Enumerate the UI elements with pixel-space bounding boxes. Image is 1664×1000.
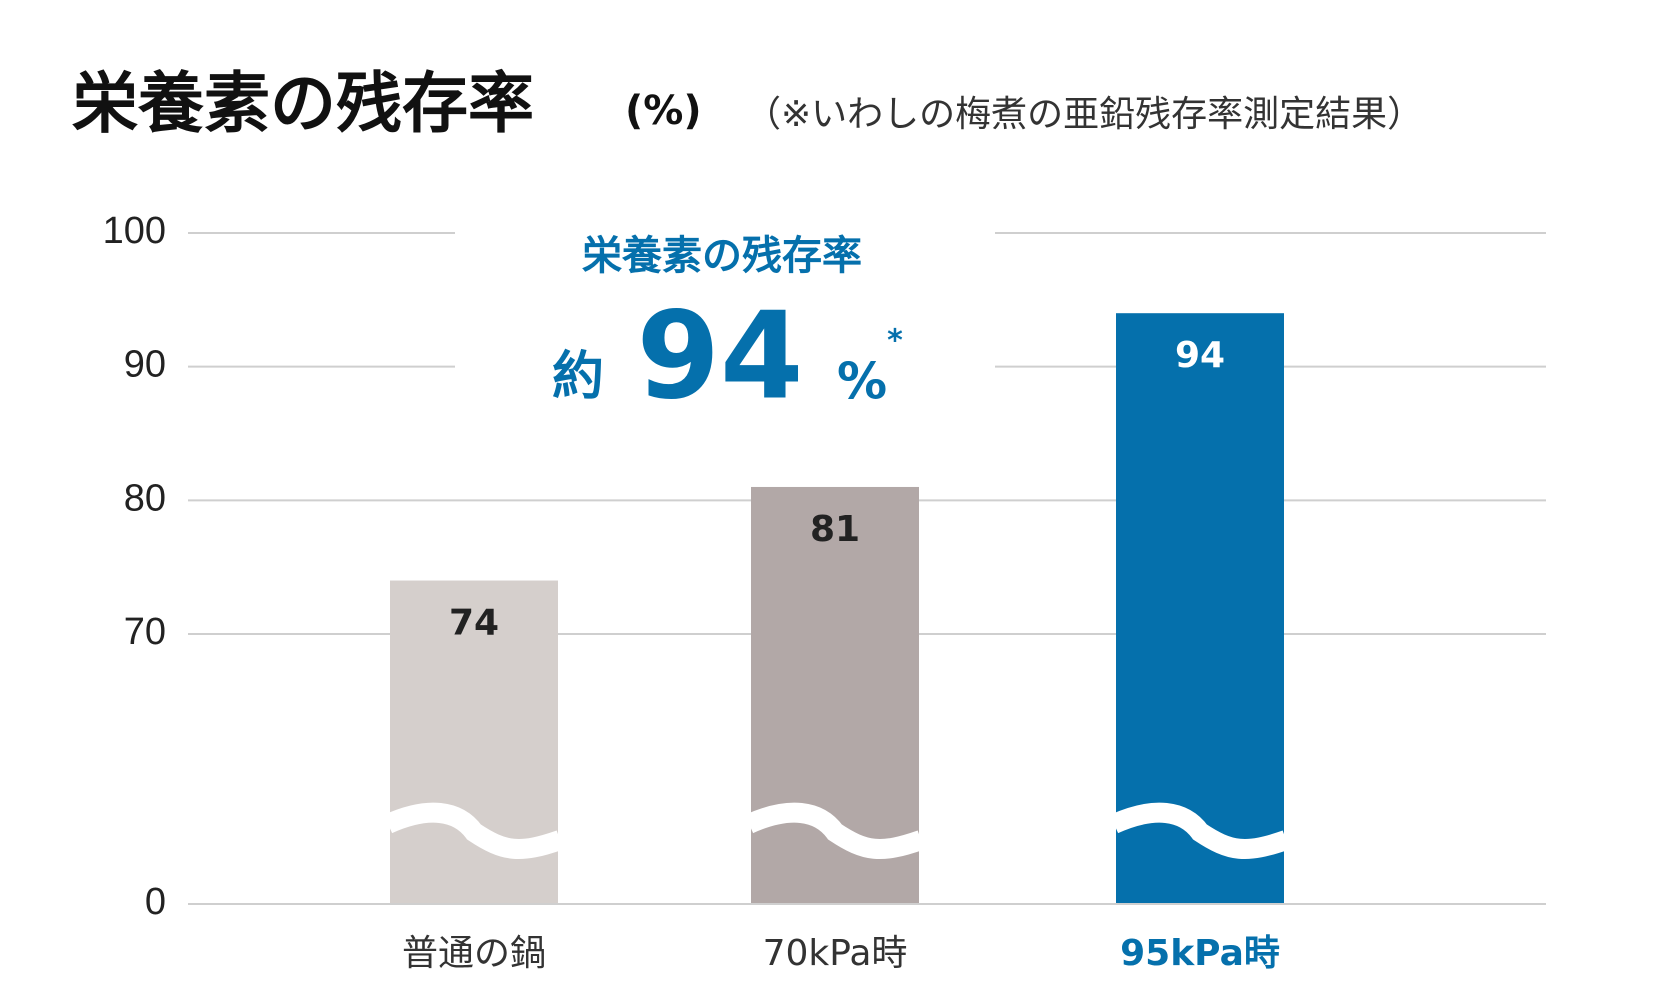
chart-title: 栄養素の残存率 xyxy=(72,65,534,142)
axis-break xyxy=(744,802,925,859)
y-tick-label: 100 xyxy=(103,210,166,252)
value-label: 74 xyxy=(449,603,499,644)
annotation-prefix: 約 xyxy=(552,347,604,407)
y-tick-label: 80 xyxy=(124,477,166,519)
subtitle: （※いわしの梅煮の亜鉛残存率測定結果） xyxy=(745,94,1423,135)
x-tick-label: 普通の鍋 xyxy=(402,933,546,974)
annotation-unit: % xyxy=(837,353,887,411)
x-tick-label: 95kPa時 xyxy=(1120,933,1280,974)
value-label: 81 xyxy=(810,509,860,550)
y-tick-label: 0 xyxy=(145,881,166,923)
annotation-value: 94 xyxy=(637,288,804,427)
unit-label: (%) xyxy=(625,88,702,134)
x-tick-label: 70kPa時 xyxy=(763,933,908,974)
axis-break xyxy=(383,802,564,859)
annotation-note: * xyxy=(887,324,903,359)
y-tick-label: 70 xyxy=(124,611,166,653)
annotation-bg xyxy=(455,220,995,430)
axis-break xyxy=(1109,802,1290,859)
annotation-title: 栄養素の残存率 xyxy=(582,233,862,279)
y-tick-label: 90 xyxy=(124,344,166,386)
value-label: 94 xyxy=(1175,335,1225,376)
